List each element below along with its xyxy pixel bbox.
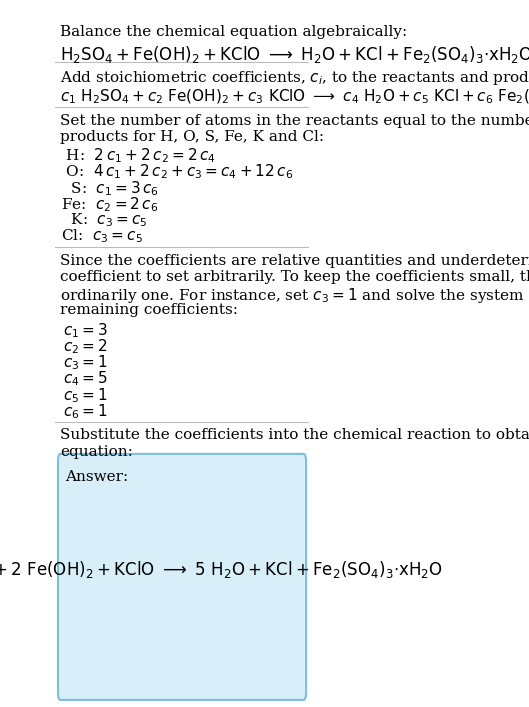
Text: coefficient to set arbitrarily. To keep the coefficients small, the arbitrary va: coefficient to set arbitrarily. To keep … bbox=[60, 270, 529, 284]
Text: Since the coefficients are relative quantities and underdetermined, choose a: Since the coefficients are relative quan… bbox=[60, 254, 529, 268]
Text: $c_3 = 1$: $c_3 = 1$ bbox=[62, 354, 107, 372]
FancyBboxPatch shape bbox=[58, 454, 306, 700]
Text: O:  $4\,c_1 + 2\,c_2 + c_3 = c_4 + 12\,c_6$: O: $4\,c_1 + 2\,c_2 + c_3 = c_4 + 12\,c_… bbox=[61, 163, 294, 181]
Text: $c_6 = 1$: $c_6 = 1$ bbox=[62, 402, 107, 421]
Text: equation:: equation: bbox=[60, 445, 133, 459]
Text: $3\ \mathrm{H_2SO_4} + 2\ \mathrm{Fe(OH)_2} + \mathrm{KClO}\ \longrightarrow\ 5\: $3\ \mathrm{H_2SO_4} + 2\ \mathrm{Fe(OH)… bbox=[0, 559, 442, 580]
Text: products for H, O, S, Fe, K and Cl:: products for H, O, S, Fe, K and Cl: bbox=[60, 130, 324, 144]
Text: Answer:: Answer: bbox=[65, 470, 129, 484]
Text: remaining coefficients:: remaining coefficients: bbox=[60, 303, 238, 317]
Text: $c_1 = 3$: $c_1 = 3$ bbox=[62, 321, 107, 339]
Text: Add stoichiometric coefficients, $c_i$, to the reactants and products:: Add stoichiometric coefficients, $c_i$, … bbox=[60, 69, 529, 86]
Text: ordinarily one. For instance, set $c_3 = 1$ and solve the system of equations fo: ordinarily one. For instance, set $c_3 =… bbox=[60, 286, 529, 305]
Text: K:  $c_3 = c_5$: K: $c_3 = c_5$ bbox=[61, 211, 148, 229]
Text: $c_5 = 1$: $c_5 = 1$ bbox=[62, 386, 107, 404]
Text: Substitute the coefficients into the chemical reaction to obtain the balanced: Substitute the coefficients into the che… bbox=[60, 428, 529, 443]
Text: S:  $c_1 = 3\,c_6$: S: $c_1 = 3\,c_6$ bbox=[61, 179, 159, 197]
Text: $c_2 = 2$: $c_2 = 2$ bbox=[62, 337, 107, 356]
Text: $\mathrm{H_2SO_4 + Fe(OH)_2 + KClO \ \longrightarrow \ H_2O + KCl + Fe_2(SO_4)_3: $\mathrm{H_2SO_4 + Fe(OH)_2 + KClO \ \lo… bbox=[60, 44, 529, 65]
Text: $c_4 = 5$: $c_4 = 5$ bbox=[62, 370, 107, 388]
Text: $c_1\ \mathrm{H_2SO_4} + c_2\ \mathrm{Fe(OH)_2} + c_3\ \mathrm{KClO}\ \longright: $c_1\ \mathrm{H_2SO_4} + c_2\ \mathrm{Fe… bbox=[60, 88, 529, 106]
Text: Balance the chemical equation algebraically:: Balance the chemical equation algebraica… bbox=[60, 25, 407, 39]
Text: Fe:  $c_2 = 2\,c_6$: Fe: $c_2 = 2\,c_6$ bbox=[61, 195, 159, 214]
Text: H:  $2\,c_1 + 2\,c_2 = 2\,c_4$: H: $2\,c_1 + 2\,c_2 = 2\,c_4$ bbox=[61, 146, 216, 165]
Text: Set the number of atoms in the reactants equal to the number of atoms in the: Set the number of atoms in the reactants… bbox=[60, 114, 529, 128]
Text: Cl:  $c_3 = c_5$: Cl: $c_3 = c_5$ bbox=[61, 228, 143, 245]
